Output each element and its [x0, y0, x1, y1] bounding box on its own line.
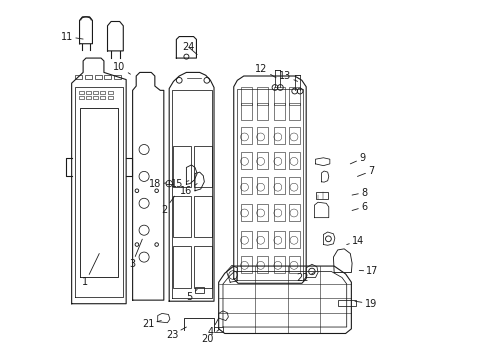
Bar	[241, 256, 251, 273]
Bar	[257, 177, 267, 194]
Bar	[241, 204, 251, 221]
Bar	[241, 103, 251, 120]
Bar	[257, 103, 267, 120]
Bar	[273, 231, 284, 248]
Bar	[86, 91, 91, 94]
Bar	[241, 127, 251, 144]
Bar	[75, 75, 82, 79]
Bar	[273, 127, 284, 144]
Text: 12: 12	[255, 64, 276, 78]
Text: 17: 17	[359, 266, 378, 276]
Bar	[257, 204, 267, 221]
Bar	[86, 96, 91, 99]
Bar	[85, 75, 92, 79]
Text: 5: 5	[186, 289, 197, 302]
Bar	[107, 91, 112, 94]
Bar	[338, 300, 355, 306]
Bar	[316, 192, 327, 199]
Bar	[289, 204, 300, 221]
Text: 9: 9	[349, 153, 365, 164]
Bar	[195, 287, 203, 293]
Text: 7: 7	[357, 166, 374, 176]
Text: 23: 23	[165, 327, 186, 340]
Text: 18: 18	[149, 179, 166, 189]
Text: 20: 20	[201, 330, 218, 343]
Bar	[273, 87, 284, 105]
Bar	[273, 256, 284, 273]
Bar	[194, 196, 212, 237]
Text: 8: 8	[351, 188, 366, 198]
Bar	[173, 146, 191, 187]
Text: 22: 22	[296, 273, 314, 283]
Bar	[241, 177, 251, 194]
Bar	[173, 246, 191, 288]
Bar	[257, 127, 267, 144]
Bar	[257, 152, 267, 169]
Text: 13: 13	[278, 71, 297, 81]
Bar	[257, 231, 267, 248]
Bar	[241, 87, 251, 105]
Text: 19: 19	[354, 299, 376, 309]
Text: 21: 21	[142, 319, 161, 329]
Bar	[194, 146, 212, 187]
Bar	[289, 103, 300, 120]
Bar	[257, 256, 267, 273]
Bar	[93, 96, 98, 99]
Bar	[273, 204, 284, 221]
Text: 15: 15	[171, 179, 188, 189]
Bar	[289, 256, 300, 273]
Bar	[79, 91, 83, 94]
Text: 10: 10	[113, 62, 130, 74]
Bar	[289, 87, 300, 105]
Text: 3: 3	[129, 239, 142, 269]
Bar	[289, 177, 300, 194]
Bar	[100, 91, 105, 94]
Bar	[194, 246, 212, 288]
Text: 11: 11	[61, 32, 83, 41]
Bar	[289, 231, 300, 248]
Bar	[273, 177, 284, 194]
Bar	[273, 152, 284, 169]
Bar	[114, 75, 121, 79]
Text: 24: 24	[182, 42, 197, 54]
Bar	[273, 103, 284, 120]
Bar	[289, 127, 300, 144]
Bar	[104, 75, 111, 79]
Bar	[173, 196, 191, 237]
Text: 2: 2	[161, 196, 174, 216]
Text: 16: 16	[180, 184, 197, 197]
Bar	[241, 152, 251, 169]
Text: 4: 4	[207, 318, 218, 337]
Text: 14: 14	[346, 236, 364, 246]
Bar	[241, 231, 251, 248]
Bar	[257, 87, 267, 105]
Bar	[289, 152, 300, 169]
Text: 6: 6	[351, 202, 366, 212]
Text: 1: 1	[82, 253, 99, 287]
Bar	[107, 96, 112, 99]
Bar	[214, 327, 222, 332]
Bar	[93, 91, 98, 94]
Bar	[79, 96, 83, 99]
Bar	[94, 75, 102, 79]
Bar	[100, 96, 105, 99]
